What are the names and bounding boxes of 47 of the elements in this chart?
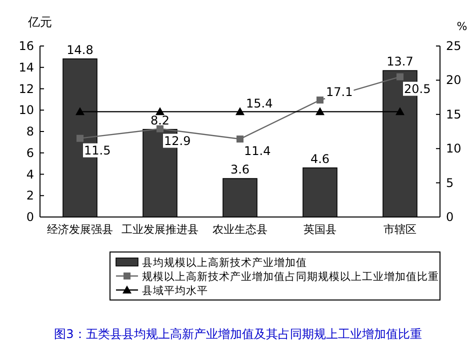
data-label: 12.9 [164, 134, 191, 148]
data-label: 15.4 [246, 96, 273, 111]
point [396, 73, 404, 80]
point [76, 107, 84, 116]
x-tick-label: 农业生态县 [212, 223, 268, 236]
point [316, 107, 324, 116]
x-tick-label: 英国县 [304, 223, 336, 236]
y2-axis-title: % [456, 20, 468, 33]
y-tick-label: 0 [26, 210, 34, 224]
x-tick-label: 市辖区 [384, 223, 416, 236]
y2-tick-label: 0 [446, 210, 454, 224]
data-label: 8.2 [150, 113, 170, 128]
y-tick-label: 10 [18, 103, 34, 118]
y-tick-label: 16 [18, 39, 34, 53]
y-tick-label: 2 [26, 188, 34, 203]
data-label: 3.6 [230, 162, 250, 177]
data-label: 11.5 [84, 143, 111, 158]
y-tick-label: 6 [26, 146, 34, 160]
y2-tick-label: 10 [446, 142, 462, 156]
data-label: 13.7 [386, 54, 414, 69]
legend-label: 县均规模以上高新技术产业增加值 [142, 256, 307, 269]
y2-tick-label: 15 [446, 107, 462, 122]
legend-label: 县域平均水平 [142, 284, 208, 297]
y-tick-label: 8 [26, 124, 34, 138]
data-label: 14.8 [66, 42, 94, 57]
y-axis-title: 亿元 [27, 15, 52, 29]
data-label: 20.5 [404, 82, 431, 96]
y2-tick-label: 5 [446, 176, 454, 190]
point [396, 107, 404, 116]
data-label: 11.4 [244, 144, 271, 158]
point [156, 107, 164, 116]
x-tick-label: 工业发展推进县 [122, 223, 198, 236]
text: 图3：五类县县均规上高新产业增加值及其占同期规上工业增加值比重 [54, 327, 422, 341]
y-tick-label: 12 [18, 82, 34, 96]
point [316, 96, 324, 104]
data-label: 17.1 [326, 85, 353, 100]
point [236, 136, 244, 143]
y-tick-label: 14 [18, 60, 34, 74]
x-tick-label: 经济发展强县 [47, 223, 113, 236]
y2-tick-label: 25 [446, 39, 462, 53]
point [76, 134, 84, 142]
y2-tick-label: 20 [446, 73, 462, 88]
data-label: 4.6 [310, 152, 330, 166]
point [236, 107, 244, 116]
legend-label: 规模以上高新技术产业增加值占同期规模以上工业增加值比重 [142, 270, 439, 283]
point [156, 125, 164, 132]
y-tick-label: 4 [26, 167, 34, 182]
